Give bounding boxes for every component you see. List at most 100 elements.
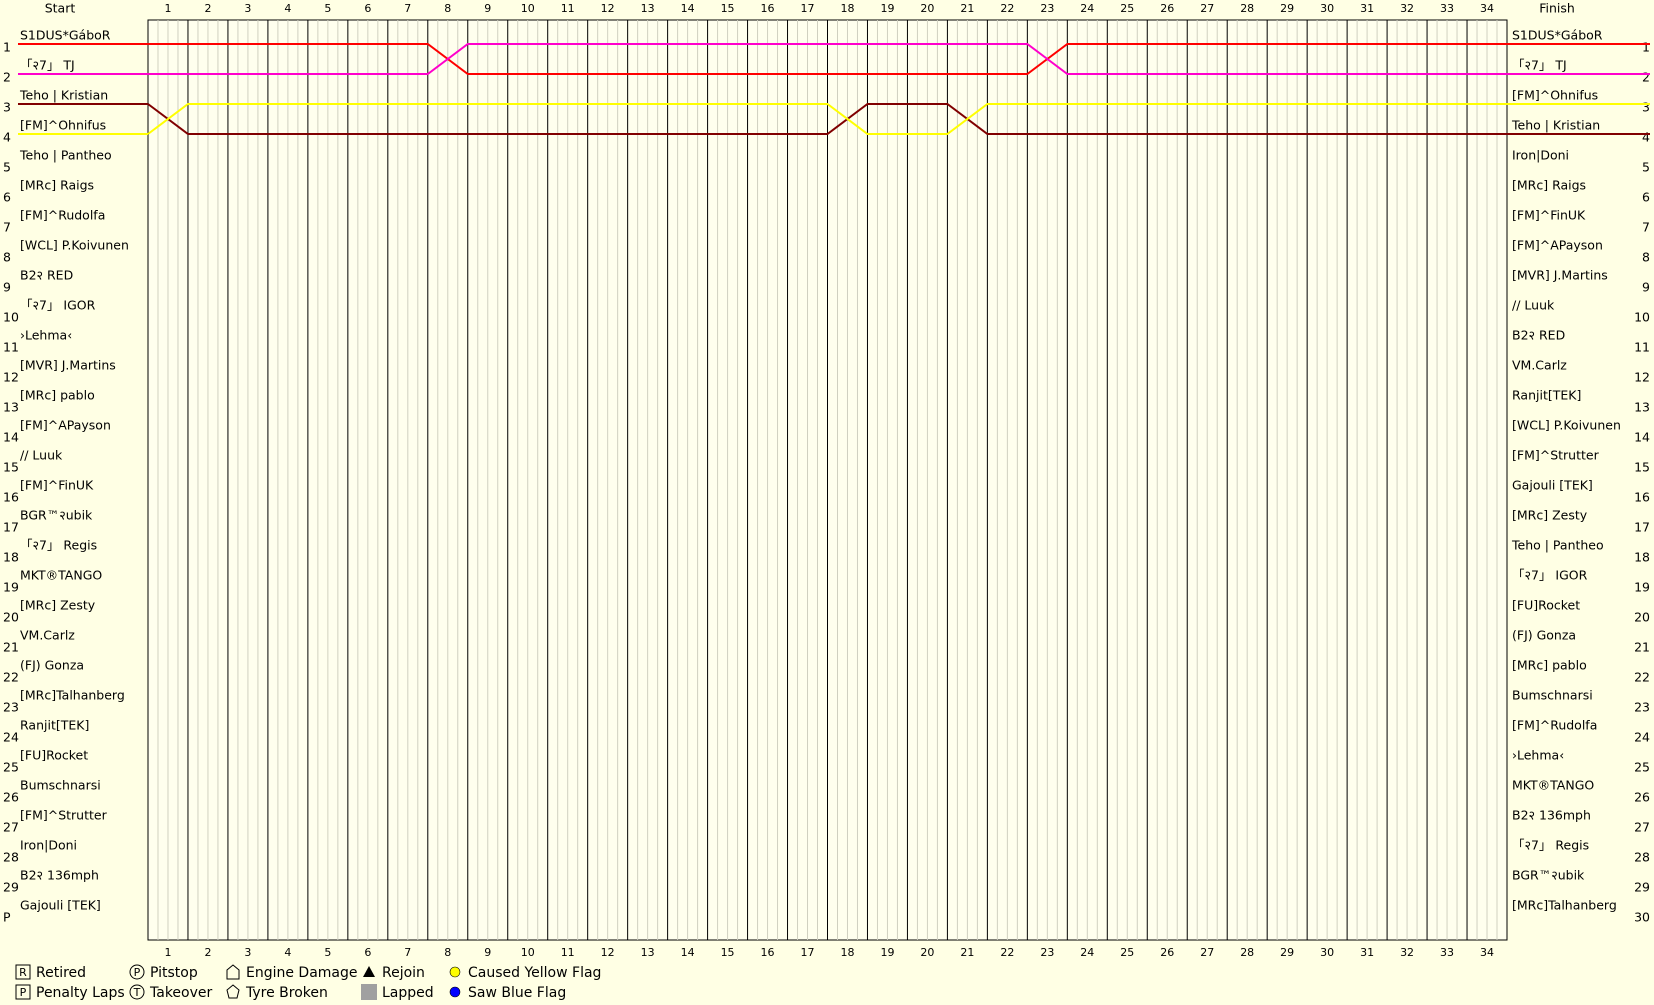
start-position: 6 xyxy=(3,190,11,205)
finish-name: [MRc] pablo xyxy=(1512,658,1587,673)
lap-label-bottom: 27 xyxy=(1200,946,1214,959)
start-position: 19 xyxy=(3,580,19,595)
legend-label: Saw Blue Flag xyxy=(468,985,566,1001)
start-name: [MRc]Talhanberg xyxy=(20,688,125,703)
legend-label: Lapped xyxy=(382,985,434,1001)
start-name: B2२ 136mph xyxy=(20,868,99,883)
finish-name: [FM]^Rudolfa xyxy=(1512,718,1597,733)
lap-label-top: 9 xyxy=(484,2,491,15)
lap-label-bottom: 22 xyxy=(1000,946,1014,959)
lap-label-top: 1 xyxy=(164,2,171,15)
start-position: 4 xyxy=(3,130,11,145)
legend-item: Rejoin xyxy=(363,965,425,981)
lap-label-bottom: 2 xyxy=(204,946,211,959)
legend-star xyxy=(226,984,240,999)
finish-position: 20 xyxy=(1634,610,1650,625)
lap-label-top: 33 xyxy=(1440,2,1454,15)
start-position: 13 xyxy=(3,400,19,415)
lap-label-bottom: 33 xyxy=(1440,946,1454,959)
lap-label-bottom: 17 xyxy=(801,946,815,959)
lap-label-bottom: 21 xyxy=(960,946,974,959)
lap-label-bottom: 11 xyxy=(561,946,575,959)
finish-name: 「२7」 IGOR xyxy=(1512,568,1588,583)
legend-house xyxy=(226,964,240,980)
lap-label-bottom: 28 xyxy=(1240,946,1254,959)
lap-label-top: 32 xyxy=(1400,2,1414,15)
lap-label-top: 4 xyxy=(284,2,291,15)
lap-label-bottom: 4 xyxy=(284,946,291,959)
lap-label-bottom: 15 xyxy=(721,946,735,959)
legend-label: Tyre Broken xyxy=(245,985,328,1001)
finish-position: 3 xyxy=(1642,100,1650,115)
legend-circle xyxy=(129,984,145,1000)
finish-position: 28 xyxy=(1634,850,1650,865)
lap-label-bottom: 7 xyxy=(404,946,411,959)
finish-name: Teho | Pantheo xyxy=(1511,538,1604,553)
lap-label-top: 2 xyxy=(204,2,211,15)
finish-position: 30 xyxy=(1634,910,1650,925)
start-position: 14 xyxy=(3,430,19,445)
position-line xyxy=(147,103,1507,135)
start-name: BGR™२ubik xyxy=(20,508,93,523)
start-name: Iron|Doni xyxy=(20,838,77,853)
legend-symbol: P xyxy=(20,986,27,999)
finish-name: B2२ 136mph xyxy=(1512,808,1591,823)
start-position: 12 xyxy=(3,370,19,385)
lap-label-top: 22 xyxy=(1000,2,1014,15)
finish-name: Iron|Doni xyxy=(1512,148,1569,163)
start-name: Ranjit[TEK] xyxy=(20,718,89,733)
finish-name: [FM]^FinUK xyxy=(1512,208,1586,223)
legend-symbol: P xyxy=(134,966,141,979)
lap-label-top: 23 xyxy=(1040,2,1054,15)
finish-position: 16 xyxy=(1634,490,1650,505)
lap-label-bottom: 32 xyxy=(1400,946,1414,959)
finish-position: 1 xyxy=(1642,40,1650,55)
start-position: 27 xyxy=(3,820,19,835)
start-position: 23 xyxy=(3,700,19,715)
finish-position: 21 xyxy=(1634,640,1650,655)
start-name: 「२7」 Regis xyxy=(20,538,97,553)
finish-name: [FM]^Ohnifus xyxy=(1512,88,1598,103)
start-position: 20 xyxy=(3,610,19,625)
finish-position: 18 xyxy=(1634,550,1650,565)
lap-label-top: 20 xyxy=(920,2,934,15)
start-position: 9 xyxy=(3,280,11,295)
lap-label-top: 13 xyxy=(641,2,655,15)
start-name: Teho | Kristian xyxy=(19,88,108,103)
finish-position: 27 xyxy=(1634,820,1650,835)
finish-name: VM.Carlz xyxy=(1512,358,1567,373)
start-position: 22 xyxy=(3,670,19,685)
finish-position: 6 xyxy=(1642,190,1650,205)
start-position: 10 xyxy=(3,310,19,325)
lap-label-bottom: 24 xyxy=(1080,946,1094,959)
legend-label: Rejoin xyxy=(382,965,425,981)
start-position: 28 xyxy=(3,850,19,865)
finish-name: Ranjit[TEK] xyxy=(1512,388,1581,403)
start-position: 29 xyxy=(3,880,19,895)
lap-label-bottom: 19 xyxy=(880,946,894,959)
legend-item: Saw Blue Flag xyxy=(449,985,566,1001)
legend-item: Caused Yellow Flag xyxy=(449,965,601,981)
finish-position: 25 xyxy=(1634,760,1650,775)
lap-label-top: 5 xyxy=(324,2,331,15)
finish-name: S1DUS*GáboR xyxy=(1512,28,1603,43)
start-position: 2 xyxy=(3,70,11,85)
legend-label: Engine Damage xyxy=(246,965,358,981)
finish-position: 17 xyxy=(1634,520,1650,535)
legend-label: Retired xyxy=(36,965,86,981)
finish-position: 5 xyxy=(1642,160,1650,175)
start-name: VM.Carlz xyxy=(20,628,75,643)
finish-position: 12 xyxy=(1634,370,1650,385)
start-name: S1DUS*GáboR xyxy=(20,28,111,43)
legend-item: Tyre Broken xyxy=(226,984,328,1001)
finish-name: [MRc] Raigs xyxy=(1512,178,1586,193)
legend-label: Caused Yellow Flag xyxy=(468,965,601,981)
lap-label-bottom: 1 xyxy=(164,946,171,959)
start-name: [MRc] Raigs xyxy=(20,178,94,193)
finish-name: // Luuk xyxy=(1512,298,1555,313)
lap-label-top: 26 xyxy=(1160,2,1174,15)
start-position: 25 xyxy=(3,760,19,775)
lap-label-top: 31 xyxy=(1360,2,1374,15)
lap-label-top: 18 xyxy=(840,2,854,15)
start-position: 18 xyxy=(3,550,19,565)
